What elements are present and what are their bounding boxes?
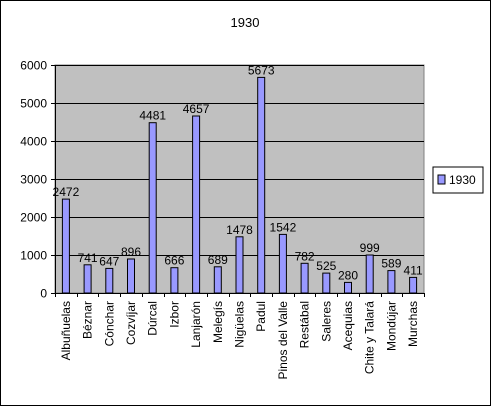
x-tick-label: Izbor <box>167 301 181 328</box>
x-tick-label: Padul <box>254 301 268 332</box>
bar <box>105 267 114 294</box>
x-tick-label: Restábal <box>298 301 312 348</box>
axes <box>55 65 424 294</box>
data-label: 4481 <box>139 109 166 123</box>
bar <box>192 115 201 294</box>
data-label: 896 <box>121 245 141 259</box>
y-tick-labels: 0 1000 2000 3000 4000 5000 6000 <box>20 59 55 301</box>
bar <box>127 258 135 294</box>
bar <box>235 236 244 294</box>
bar <box>322 272 331 294</box>
data-label: 647 <box>99 254 119 268</box>
data-label: 411 <box>404 263 423 277</box>
bar <box>148 122 157 294</box>
y-tick-label: 4000 <box>20 135 47 149</box>
x-tick-label: Albuñuelas <box>59 301 73 360</box>
y-tick-label: 3000 <box>20 173 47 187</box>
bar <box>344 281 352 294</box>
y-tick-label: 6000 <box>20 59 47 73</box>
legend-label: 1930 <box>449 173 476 187</box>
x-tick-label: Dúrcal <box>146 301 160 336</box>
data-label: 999 <box>360 241 380 255</box>
x-tick-label: Lanjarón <box>189 301 203 348</box>
bar <box>170 267 179 294</box>
y-tick-label: 5000 <box>20 97 47 111</box>
x-tick-label: Mondújar <box>384 301 398 351</box>
bar <box>300 262 309 294</box>
x-tick-label: Murchas <box>406 301 420 347</box>
chart-title: 1930 <box>231 15 260 30</box>
bar <box>365 254 374 294</box>
bar <box>278 233 287 294</box>
data-label: 280 <box>338 268 358 282</box>
x-tick-label: Chite y Talará <box>363 301 377 374</box>
x-tick-labels: Albuñuelas Béznar Cónchar Cozvíjar Dúrcal Izb… <box>55 293 425 380</box>
x-tick-label: Cozvíjar <box>124 301 138 345</box>
x-tick-label: Melegís <box>211 301 225 343</box>
data-label: 5673 <box>248 63 275 77</box>
bar <box>409 276 418 294</box>
x-tick-label: Nigüelas <box>233 301 247 348</box>
x-tick-label: Saleres <box>319 301 333 342</box>
data-label: 525 <box>316 259 336 273</box>
y-tick-label: 2000 <box>20 211 47 225</box>
x-tick-label: Cónchar <box>102 301 116 346</box>
gridlines <box>55 65 424 256</box>
legend-swatch <box>437 174 446 185</box>
data-label: 4657 <box>183 102 210 116</box>
bar <box>257 76 266 294</box>
x-tick-label: Pinos del Valle <box>276 301 290 380</box>
data-label: 666 <box>164 254 184 268</box>
data-label: 689 <box>208 253 228 267</box>
data-label: 1478 <box>226 223 253 237</box>
bar <box>83 264 92 294</box>
legend: 1930 <box>432 166 484 194</box>
x-tick-label: Acequias <box>341 301 355 350</box>
data-label: 2472 <box>53 185 80 199</box>
x-tick-label: Béznar <box>81 301 95 339</box>
bar <box>213 266 222 294</box>
y-tick-label: 1000 <box>20 249 47 263</box>
data-label: 741 <box>78 251 98 265</box>
bar <box>387 270 396 294</box>
y-tick-label: 0 <box>40 287 47 301</box>
data-label: 589 <box>381 257 401 271</box>
data-label: 1542 <box>270 220 297 234</box>
data-label: 782 <box>295 249 315 263</box>
bar <box>61 198 70 294</box>
